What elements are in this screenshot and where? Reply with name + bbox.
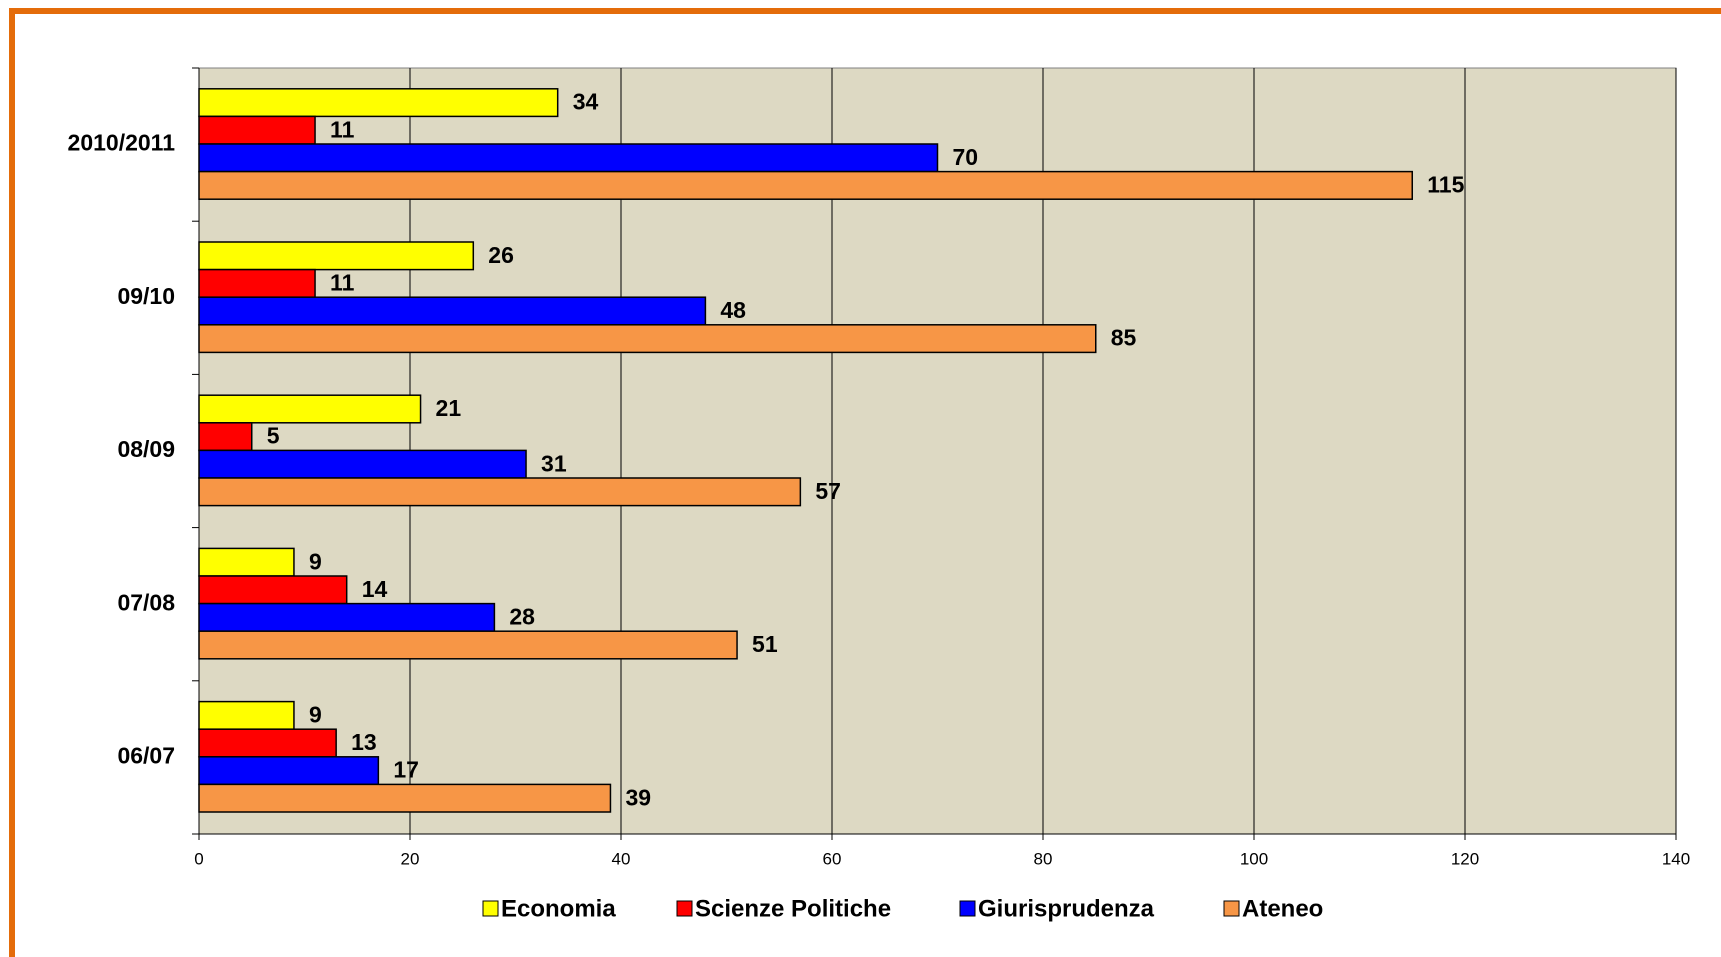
x-tick-label: 80 bbox=[1034, 849, 1053, 868]
value-label: 39 bbox=[625, 784, 651, 810]
bar bbox=[198, 602, 496, 632]
value-label: 51 bbox=[752, 631, 778, 657]
value-label: 9 bbox=[309, 548, 322, 574]
value-label: 14 bbox=[362, 576, 388, 602]
bar bbox=[198, 630, 738, 660]
x-tick-label: 100 bbox=[1240, 849, 1268, 868]
value-label: 31 bbox=[541, 450, 567, 476]
value-label: 11 bbox=[330, 116, 355, 142]
bar bbox=[198, 575, 348, 605]
value-label: 48 bbox=[720, 297, 746, 323]
legend-swatch bbox=[1223, 900, 1240, 917]
y-tick-label: 2010/2011 bbox=[68, 130, 176, 156]
legend-label: Economia bbox=[501, 895, 616, 922]
value-label: 11 bbox=[330, 269, 355, 295]
y-tick-label: 08/09 bbox=[117, 436, 175, 462]
bar bbox=[198, 324, 1097, 354]
value-label: 85 bbox=[1111, 325, 1137, 351]
bar bbox=[198, 241, 475, 271]
y-tick-label: 09/10 bbox=[117, 283, 175, 309]
bar bbox=[198, 449, 527, 479]
bar bbox=[198, 268, 316, 298]
legend-swatch bbox=[482, 900, 499, 917]
legend-swatch bbox=[676, 900, 693, 917]
x-tick-label: 120 bbox=[1451, 849, 1479, 868]
legend-label: Ateneo bbox=[1242, 895, 1323, 922]
value-label: 115 bbox=[1427, 171, 1464, 197]
value-label: 70 bbox=[953, 144, 979, 170]
x-tick-label: 0 bbox=[194, 849, 203, 868]
value-label: 5 bbox=[267, 423, 280, 449]
bar bbox=[198, 296, 707, 326]
x-tick-label: 40 bbox=[612, 849, 631, 868]
bar bbox=[198, 477, 802, 507]
bar bbox=[198, 394, 422, 424]
bar bbox=[198, 756, 380, 786]
legend-label: Scienze Politiche bbox=[695, 895, 891, 922]
value-label: 9 bbox=[309, 701, 322, 727]
value-label: 17 bbox=[393, 757, 419, 783]
bar bbox=[198, 88, 559, 118]
y-tick-label: 06/07 bbox=[117, 742, 175, 768]
value-label: 13 bbox=[351, 729, 377, 755]
bar bbox=[198, 728, 337, 758]
value-label: 21 bbox=[436, 395, 462, 421]
bar bbox=[198, 547, 295, 577]
legend-label: Giurisprudenza bbox=[978, 895, 1155, 922]
bar bbox=[198, 115, 316, 145]
bar bbox=[198, 143, 939, 173]
x-tick-label: 140 bbox=[1662, 849, 1690, 868]
x-tick-label: 60 bbox=[823, 849, 842, 868]
value-label: 57 bbox=[815, 478, 841, 504]
legend-swatch bbox=[959, 900, 976, 917]
y-tick-label: 07/08 bbox=[117, 589, 175, 615]
value-label: 28 bbox=[509, 603, 535, 629]
value-label: 26 bbox=[488, 242, 514, 268]
bar bbox=[198, 170, 1413, 200]
bar bbox=[198, 783, 612, 813]
bar bbox=[198, 700, 295, 730]
x-tick-label: 20 bbox=[401, 849, 420, 868]
bar bbox=[198, 422, 253, 452]
value-label: 34 bbox=[573, 89, 599, 115]
